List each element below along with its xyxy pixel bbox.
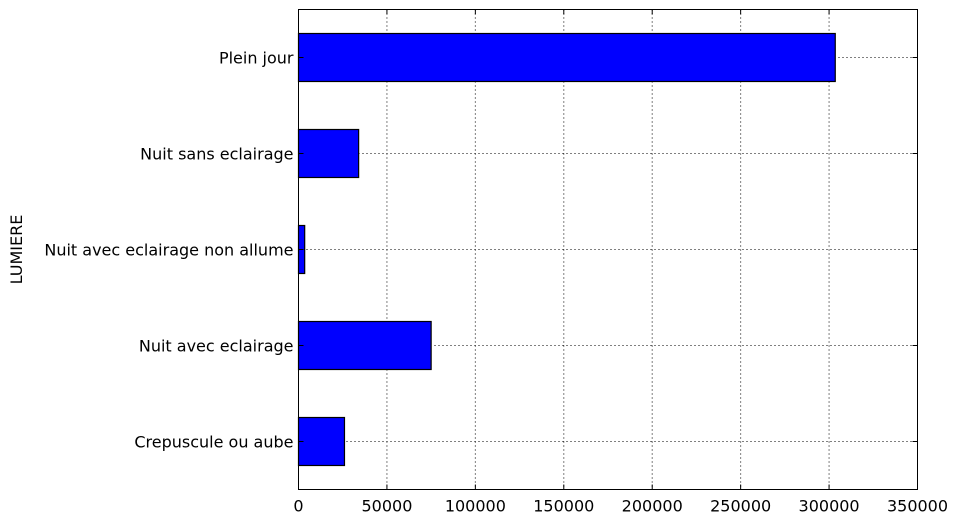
x-tick-label: 300000 — [799, 497, 860, 516]
y-category-label: Crepuscule ou aube — [134, 433, 293, 452]
y-category-label: Nuit avec eclairage non allume — [44, 241, 293, 260]
y-category-label: Plein jour — [219, 49, 294, 68]
bar-crepuscule-ou-aube — [297, 416, 346, 467]
bar-plein-jour — [297, 32, 836, 83]
bar-nuit-avec-eclairage — [297, 320, 432, 371]
x-tick-labels: 0 50000 100000 150000 200000 250000 300000 3500… — [293, 497, 948, 516]
tick-marks — [298, 9, 918, 490]
y-axis-title: LUMIERE — [7, 215, 26, 285]
x-tick-label: 200000 — [622, 497, 683, 516]
y-category-label: Nuit sans eclairage — [140, 145, 293, 164]
grid-lines — [298, 9, 918, 490]
x-tick-label: 50000 — [361, 497, 412, 516]
x-tick-label: 250000 — [710, 497, 771, 516]
x-tick-label: 350000 — [887, 497, 948, 516]
x-tick-label: 0 — [293, 497, 303, 516]
y-category-label: Nuit avec eclairage — [139, 337, 294, 356]
y-category-labels: Crepuscule ou aube Nuit avec eclairage Nui… — [44, 49, 294, 452]
x-tick-label: 100000 — [445, 497, 506, 516]
bar-nuit-sans-eclairage — [297, 128, 360, 179]
bars — [297, 32, 836, 467]
x-tick-label: 150000 — [533, 497, 594, 516]
